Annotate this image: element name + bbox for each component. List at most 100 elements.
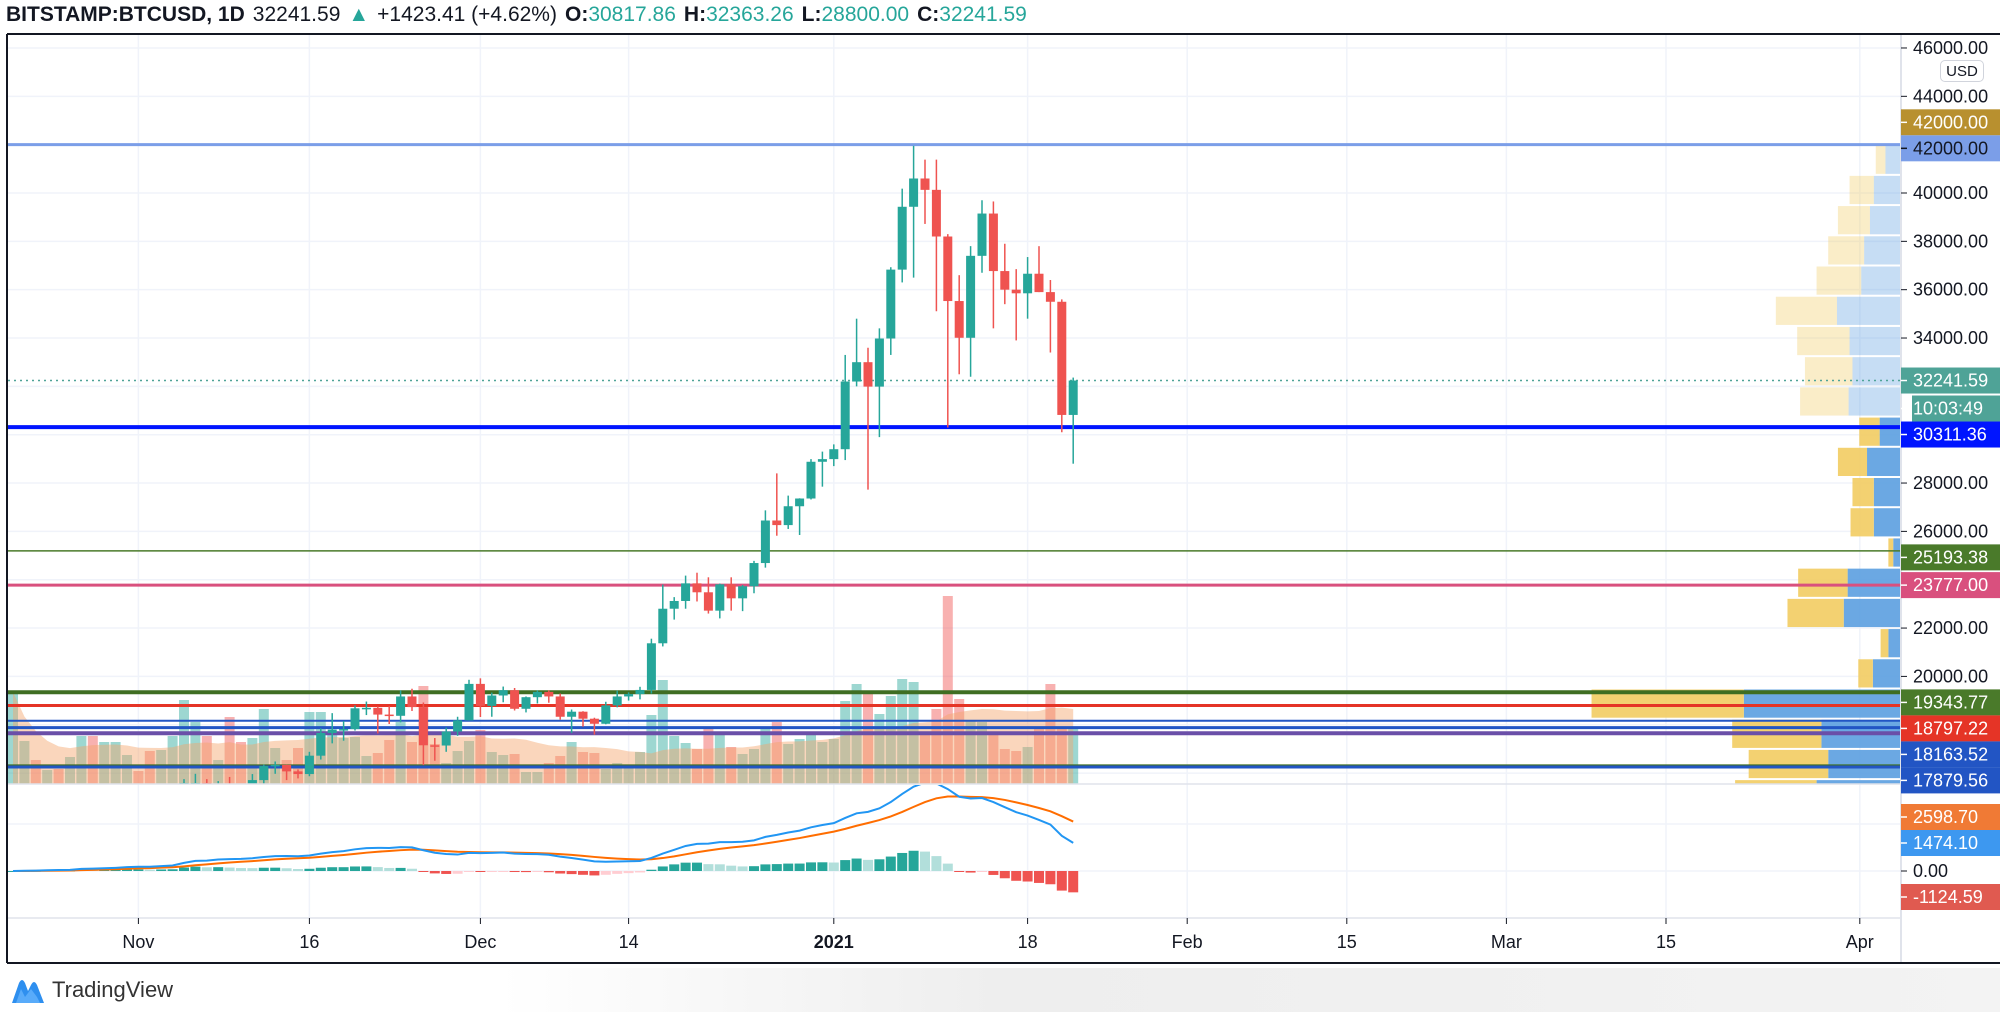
time-tick-label: Apr bbox=[1846, 932, 1874, 952]
macd-pane bbox=[8, 785, 1900, 893]
price-axis[interactable]: 46000.00 44000.00 42000.00 42000.00 40000.00… bbox=[1901, 38, 2000, 910]
candle-body bbox=[715, 584, 725, 611]
vp-up-bar bbox=[1879, 417, 1900, 446]
candle-body bbox=[943, 236, 953, 302]
price-label-badge[interactable]: 42000.00 bbox=[1901, 135, 2000, 162]
candle bbox=[589, 717, 599, 735]
candle bbox=[228, 776, 231, 784]
volume-bar bbox=[965, 721, 976, 784]
macd-histogram-bar bbox=[714, 864, 725, 871]
candle-body bbox=[66, 844, 75, 846]
volume-bar bbox=[612, 763, 623, 784]
candle-body bbox=[909, 178, 919, 207]
candle-body bbox=[202, 782, 212, 784]
countdown-badge-label: 10:03:49 bbox=[1913, 399, 1983, 419]
candle-body bbox=[521, 697, 531, 709]
price-tick-label: 36000.00 bbox=[1913, 280, 1988, 300]
macd-histogram-bar bbox=[395, 867, 406, 871]
vp-down-bar bbox=[1816, 266, 1862, 295]
macd-value-badge[interactable]: 1474.10 bbox=[1901, 830, 2000, 856]
price-label-badge[interactable]: 19343.77 bbox=[1901, 689, 2000, 716]
price-label-badge[interactable]: 18163.52 bbox=[1901, 741, 2000, 768]
price-label-badge-label: 32241.59 bbox=[1913, 371, 1988, 391]
candle-body bbox=[350, 708, 360, 730]
candle-body bbox=[852, 362, 862, 382]
volume-bar bbox=[201, 736, 212, 784]
candle-body bbox=[760, 520, 770, 564]
vp-up-bar bbox=[1847, 568, 1900, 597]
tradingview-logo[interactable]: TradingView bbox=[10, 975, 173, 1005]
candle bbox=[31, 845, 40, 852]
volume-bar bbox=[475, 730, 486, 784]
price-chart[interactable]: 46000.00 44000.00 42000.00 42000.00 40000.00… bbox=[0, 0, 2000, 970]
volume-bar bbox=[76, 736, 87, 784]
price-label-badge[interactable]: 30311.36 bbox=[1901, 421, 2000, 448]
macd-histogram-bar bbox=[429, 871, 440, 874]
macd-signal-badge-label: 2598.70 bbox=[1913, 807, 1978, 827]
price-label-badge[interactable]: 32241.59 bbox=[1901, 367, 2000, 394]
vp-up-bar bbox=[1869, 206, 1900, 235]
candle bbox=[20, 841, 29, 853]
volume-bar bbox=[53, 769, 64, 784]
horizontal-lines[interactable] bbox=[8, 143, 1900, 769]
volume-bar bbox=[179, 700, 189, 784]
price-label-badge[interactable]: 18797.22 bbox=[1901, 715, 2000, 742]
candle-body bbox=[749, 563, 759, 587]
candle bbox=[555, 693, 565, 720]
volume-bar bbox=[65, 757, 75, 784]
volume-bar bbox=[338, 738, 349, 784]
candle bbox=[66, 840, 75, 851]
symbol-title[interactable]: BITSTAMP:BTCUSD, 1D bbox=[6, 3, 245, 26]
macd-histogram-bar bbox=[942, 863, 953, 871]
volume-bars bbox=[8, 596, 1079, 784]
vp-down-bar bbox=[1735, 780, 1817, 784]
candle bbox=[920, 159, 930, 224]
candle-body bbox=[396, 696, 406, 716]
price-label-badge[interactable]: 17879.56 bbox=[1901, 767, 2000, 794]
candle bbox=[977, 200, 987, 273]
candles bbox=[20, 145, 1078, 853]
vp-up-bar bbox=[1849, 326, 1900, 356]
macd-histogram-bar bbox=[418, 871, 429, 872]
candle bbox=[783, 495, 793, 529]
candle-body bbox=[966, 255, 976, 338]
macd-signal-badge[interactable]: 2598.70 bbox=[1901, 804, 2000, 830]
vp-up-bar bbox=[1893, 538, 1900, 567]
candle bbox=[829, 444, 839, 467]
volume-bar bbox=[885, 696, 896, 784]
candle bbox=[361, 701, 371, 716]
macd-histogram-bar bbox=[589, 871, 600, 876]
price-label-badge[interactable]: 23777.00 bbox=[1901, 572, 2000, 599]
macd-histogram-badge[interactable]: -1124.59 bbox=[1901, 884, 2000, 910]
volume-bar bbox=[920, 734, 930, 784]
candle bbox=[327, 713, 337, 744]
candle-body bbox=[510, 690, 520, 709]
candle bbox=[715, 583, 725, 619]
countdown-badge[interactable]: 10:03:49 bbox=[1901, 395, 2000, 422]
low-value: 28800.00 bbox=[821, 3, 910, 26]
candle-body bbox=[123, 826, 132, 832]
macd-histogram-bar bbox=[1011, 871, 1022, 881]
macd-histogram-bar bbox=[749, 866, 759, 871]
volume-bar bbox=[190, 722, 201, 784]
currency-button[interactable]: USD bbox=[1940, 60, 1984, 82]
candle-body bbox=[1011, 289, 1021, 294]
price-tick-label: 46000.00 bbox=[1913, 38, 1988, 58]
time-axis[interactable]: Nov 16 Dec 14 2021 18 Feb 15 Mar 15 Apr bbox=[122, 918, 1874, 952]
volume-bar bbox=[543, 763, 554, 784]
volume-bar bbox=[680, 743, 691, 784]
macd-histogram-bar bbox=[167, 869, 178, 871]
macd-signal-line bbox=[12, 795, 1074, 872]
price-label-badge[interactable]: 42000.00 bbox=[1901, 109, 2000, 136]
candle bbox=[123, 819, 132, 835]
candle bbox=[601, 701, 611, 725]
price-label-badge-bg bbox=[1901, 572, 2000, 599]
candle-body bbox=[31, 846, 40, 848]
price-label-badge-bg bbox=[1901, 767, 2000, 794]
macd-histogram-bar bbox=[851, 858, 862, 871]
price-label-badge[interactable]: 25193.38 bbox=[1901, 544, 2000, 571]
vp-up-bar bbox=[1873, 175, 1900, 205]
macd-value-badge-bg bbox=[1901, 830, 2000, 856]
high-label: H: bbox=[683, 3, 707, 26]
macd-histogram-bar bbox=[635, 871, 645, 873]
